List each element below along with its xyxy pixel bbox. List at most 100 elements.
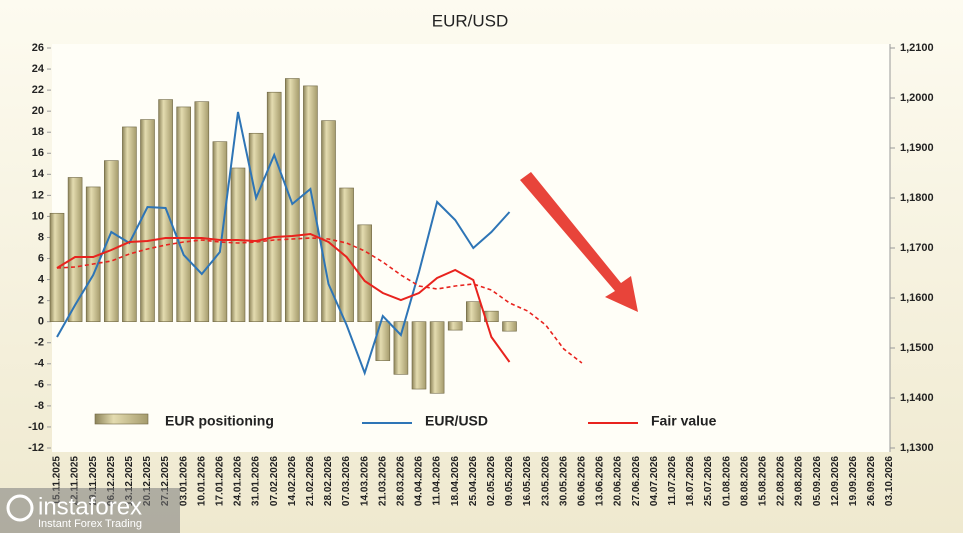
x-tick-label: 02.05.2026 <box>486 456 497 506</box>
bar <box>393 321 409 375</box>
line <box>56 111 511 377</box>
x-tick-label: 09.05.2026 <box>504 456 515 506</box>
bar <box>212 141 228 322</box>
trend-arrow <box>520 172 638 312</box>
y2-tick-label: 1,1900 <box>900 142 934 154</box>
x-tick-label: 24.01.2026 <box>233 456 244 506</box>
bar <box>122 126 137 322</box>
x-tick-label: 04.04.2026 <box>414 456 425 506</box>
x-tick-label: 28.03.2026 <box>396 456 407 506</box>
x-tick-label: 06.06.2026 <box>577 456 588 506</box>
x-tick-label: 29.11.2025 <box>88 456 99 506</box>
logo: instaforex Instant Forex Trading <box>0 488 180 533</box>
bar <box>284 78 300 322</box>
y2-tick-label: 1,1500 <box>900 342 934 354</box>
legend-label: Fair value <box>651 413 717 429</box>
bar <box>67 177 83 322</box>
x-tick-label: 13.12.2025 <box>124 456 135 506</box>
y-tick-label: 6 <box>38 252 44 264</box>
x-tick-label: 30.05.2026 <box>558 456 569 506</box>
x-tick-label: 27.06.2026 <box>631 456 642 506</box>
x-tick-label: 12.09.2026 <box>830 456 841 506</box>
y-tick-label: 18 <box>32 126 44 138</box>
bar <box>266 91 282 322</box>
y-tick-label: 12 <box>32 189 44 201</box>
x-tick-label: 10.01.2026 <box>196 456 207 506</box>
y-tick-label: 16 <box>32 147 44 159</box>
y2-tick-label: 1,1800 <box>900 192 934 204</box>
y-tick-label: -10 <box>28 421 44 433</box>
x-tick-label: 22.08.2026 <box>776 456 787 506</box>
y2-tick-label: 1,1400 <box>900 392 934 404</box>
y2-tick-label: 1,2100 <box>900 42 934 54</box>
bar <box>104 160 119 322</box>
x-tick-label: 19.09.2026 <box>848 456 859 506</box>
x-tick-label: 25.04.2026 <box>468 456 479 506</box>
y-tick-label: 8 <box>38 231 44 243</box>
bar <box>230 167 246 322</box>
x-tick-label: 15.11.2025 <box>52 456 63 506</box>
x-tick-label: 15.08.2026 <box>758 456 769 506</box>
chart-title: EUR/USD <box>432 11 509 30</box>
bar <box>303 85 318 322</box>
x-tick-label: 13.06.2026 <box>595 456 606 506</box>
x-tick-label: 11.07.2026 <box>667 456 678 506</box>
x-tick-label: 03.10.2026 <box>884 456 895 506</box>
x-tick-label: 17.01.2026 <box>215 456 226 506</box>
x-tick-label: 31.01.2026 <box>251 456 262 506</box>
x-tick-label: 27.12.2025 <box>160 456 171 506</box>
logo-icon <box>6 494 34 522</box>
y-tick-label: 26 <box>32 42 44 54</box>
y2-tick-label: 1,1600 <box>900 292 934 304</box>
bar <box>339 187 354 322</box>
y-tick-label: -6 <box>34 379 44 391</box>
x-tick-label: 07.02.2026 <box>269 456 280 506</box>
legend-swatch <box>94 413 149 425</box>
y-tick-label: 0 <box>38 316 44 328</box>
x-tick-label: 04.07.2026 <box>649 456 660 506</box>
bar <box>375 321 391 361</box>
legend-label: EUR/USD <box>425 413 488 429</box>
x-tick-label: 11.04.2026 <box>432 456 443 506</box>
y-tick-label: 20 <box>32 105 44 117</box>
plot-area <box>52 44 890 452</box>
y-tick-label: -2 <box>34 337 44 349</box>
x-tick-label: 23.05.2026 <box>540 456 551 506</box>
y2-tick-label: 1,1700 <box>900 242 934 254</box>
x-tick-label: 03.01.2026 <box>178 456 189 506</box>
trend-line <box>56 237 583 364</box>
x-tick-label: 01.08.2026 <box>721 456 732 506</box>
x-tick-label: 14.03.2026 <box>359 456 370 506</box>
y-tick-label: 14 <box>32 168 45 180</box>
x-tick-label: 05.09.2026 <box>812 456 823 506</box>
bar <box>502 321 517 332</box>
x-tick-label: 07.03.2026 <box>341 456 352 506</box>
x-tick-label: 21.02.2026 <box>305 456 316 506</box>
bar <box>321 120 336 322</box>
y-tick-label: 4 <box>38 273 45 285</box>
y-tick-label: 2 <box>38 295 44 307</box>
y2-tick-label: 1,2000 <box>900 92 934 104</box>
logo-name: instaforex <box>38 493 142 520</box>
bar <box>140 119 155 322</box>
logo-backdrop <box>0 488 180 533</box>
logo-tagline: Instant Forex Trading <box>38 518 142 530</box>
x-tick-label: 08.08.2026 <box>739 456 750 506</box>
y-tick-label: 22 <box>32 84 44 96</box>
bar <box>447 321 463 331</box>
x-tick-label: 29.08.2026 <box>794 456 805 506</box>
y-tick-label: -4 <box>34 358 45 370</box>
x-tick-label: 06.12.2025 <box>106 456 117 506</box>
y-tick-label: 10 <box>32 210 44 222</box>
legend-label: EUR positioning <box>165 413 274 429</box>
bar <box>176 106 191 322</box>
x-tick-label: 22.11.2025 <box>70 456 81 506</box>
x-tick-label: 20.06.2026 <box>613 456 624 506</box>
x-tick-label: 18.04.2026 <box>450 456 461 506</box>
bar <box>194 101 210 322</box>
x-tick-label: 25.07.2026 <box>703 456 714 506</box>
x-tick-label: 21.03.2026 <box>377 456 388 506</box>
x-tick-label: 18.07.2026 <box>685 456 696 506</box>
bar <box>429 321 445 394</box>
